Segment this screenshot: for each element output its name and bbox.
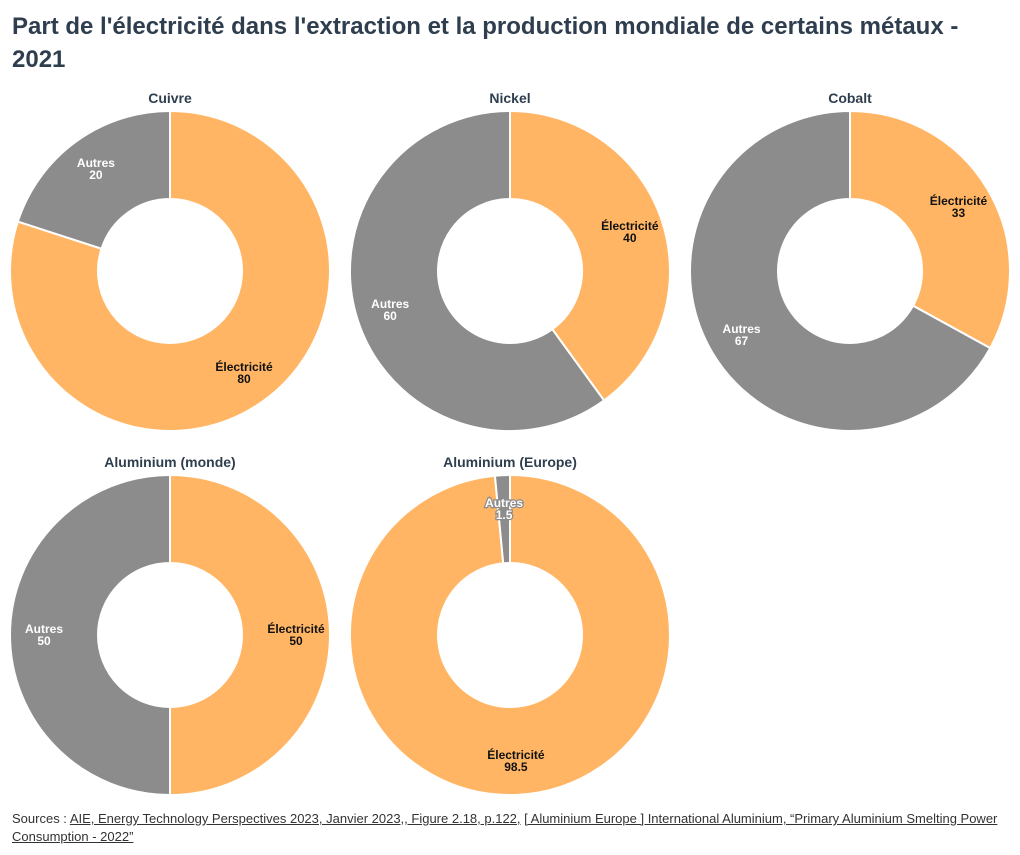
slice-label-cobalt-electricite: Électricité [930, 193, 988, 208]
slice-aluminium-monde-autres [9, 473, 171, 797]
slice-label-nickel-autres: Autres [371, 297, 409, 311]
slice-cobalt-autres [689, 109, 992, 432]
slice-cobalt-electricite [849, 109, 1011, 350]
slice-label-aluminium-monde-electricite: Électricité [267, 621, 325, 636]
chart-title: Part de l'électricité dans l'extraction … [12, 13, 959, 73]
slice-value-aluminium-monde-autres: 50 [37, 634, 51, 648]
slice-cuivre-autres [16, 109, 171, 251]
slice-value-aluminium-europe-electricite: 98.5 [504, 760, 528, 774]
slice-value-cuivre-electricite: 80 [237, 372, 251, 386]
slice-aluminium-europe-electricite [349, 473, 671, 796]
slice-value-nickel-electricite: 40 [623, 231, 637, 245]
chart-title-cuivre: Cuivre [148, 90, 192, 106]
slice-label-aluminium-europe-autres: Autres [485, 496, 523, 510]
source-link-aluminium[interactable]: [ Aluminium Europe ] International Alumi… [12, 811, 998, 844]
sources-note: Sources : AIE, Energy Technology Perspec… [12, 810, 1007, 846]
slice-value-cuivre-autres: 20 [89, 168, 103, 182]
slice-label-cobalt-autres: Autres [723, 322, 761, 336]
chart-title-cobalt: Cobalt [828, 90, 872, 106]
slice-value-cobalt-autres: 67 [735, 334, 749, 348]
slice-value-cobalt-electricite: 33 [952, 206, 966, 220]
slice-label-nickel-electricite: Électricité [601, 218, 659, 233]
slice-label-cuivre-autres: Autres [77, 156, 115, 170]
slice-value-aluminium-monde-electricite: 50 [289, 634, 303, 648]
chart-title-aluminium-europe: Aluminium (Europe) [443, 454, 577, 470]
slice-label-aluminium-europe-electricite: Électricité [487, 747, 545, 762]
slice-cuivre-electricite [9, 109, 331, 432]
slice-aluminium-monde-electricite [169, 473, 331, 797]
slice-nickel-electricite [509, 109, 671, 402]
slice-value-aluminium-europe-autres: 1.5 [496, 508, 513, 522]
sources-prefix: Sources : [12, 811, 70, 826]
slice-aluminium-europe-autres [493, 473, 511, 565]
slice-nickel-autres [349, 109, 606, 432]
slice-value-nickel-autres: 60 [383, 309, 397, 323]
chart-title-nickel: Nickel [489, 90, 530, 106]
slice-label-aluminium-monde-autres: Autres [25, 622, 63, 636]
chart-title-aluminium-monde: Aluminium (monde) [104, 454, 235, 470]
slice-label-cuivre-electricite: Électricité [215, 359, 273, 374]
source-link-aie[interactable]: AIE, Energy Technology Perspectives 2023… [69, 811, 521, 826]
